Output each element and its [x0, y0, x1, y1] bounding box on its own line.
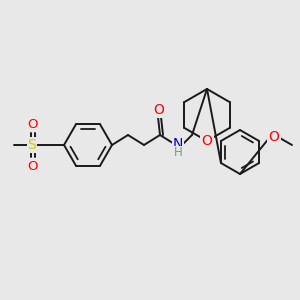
Text: O: O	[268, 130, 279, 144]
Text: H: H	[174, 146, 182, 160]
Text: O: O	[27, 160, 37, 172]
Text: O: O	[154, 103, 164, 117]
Text: O: O	[27, 118, 37, 130]
Text: O: O	[202, 134, 212, 148]
Text: S: S	[28, 138, 36, 152]
Text: N: N	[173, 137, 183, 151]
